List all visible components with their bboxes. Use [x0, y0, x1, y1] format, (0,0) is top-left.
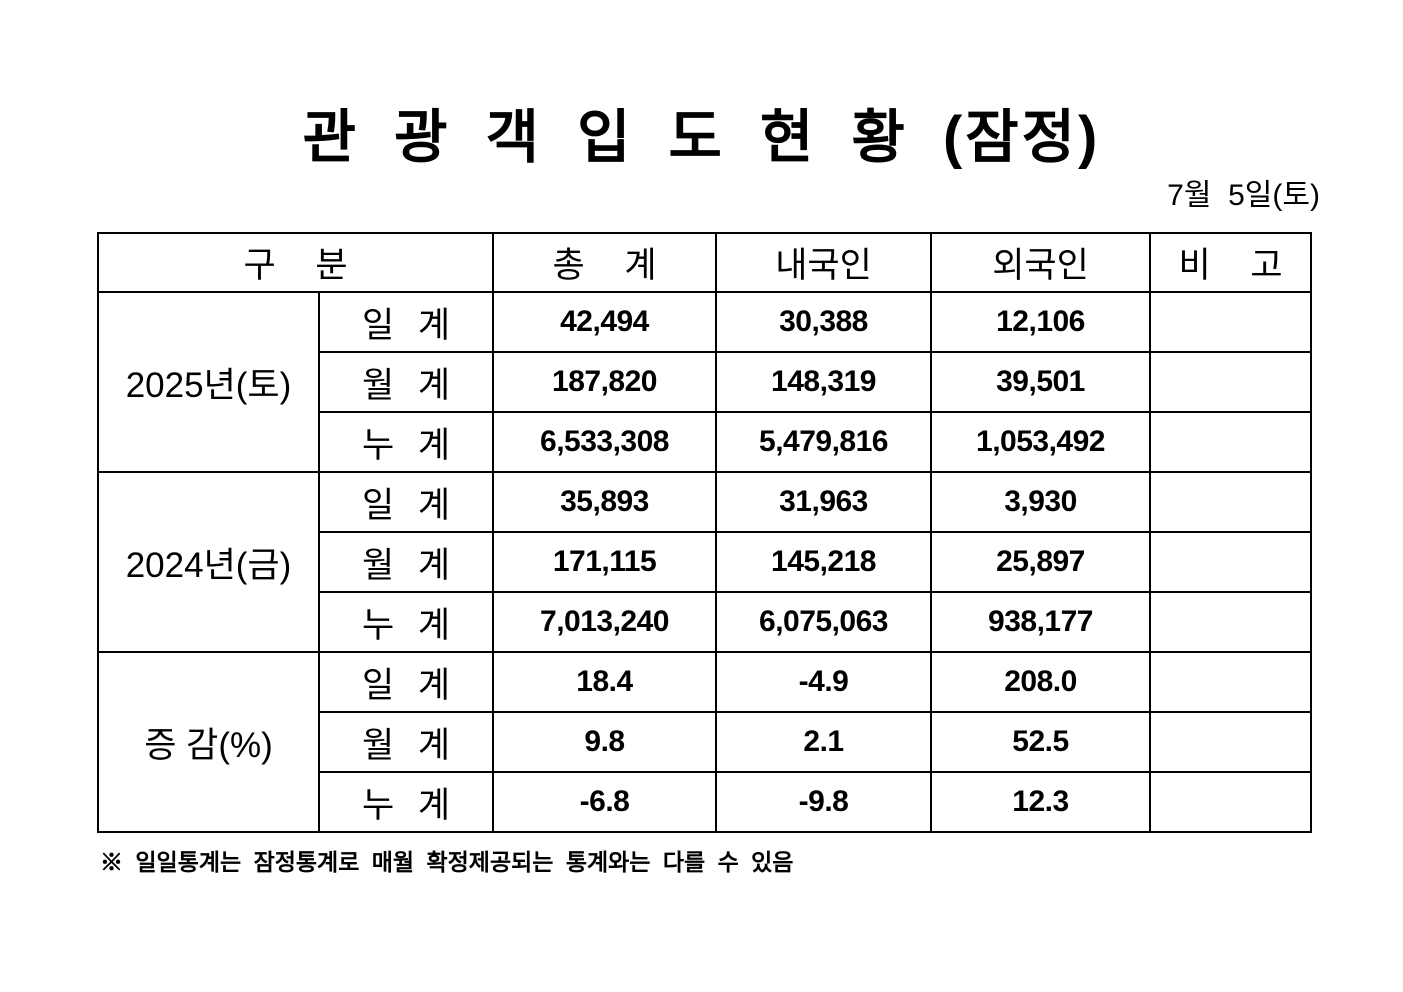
table-header-row: 구 분 총 계 내국인 외국인 비 고 [97, 232, 1312, 293]
row-label: 일 계 [318, 291, 494, 353]
value-total: 35,893 [492, 471, 717, 533]
value-total: 42,494 [492, 291, 717, 353]
header-note: 비 고 [1149, 232, 1312, 293]
value-domestic: 31,963 [715, 471, 932, 533]
row-label: 월 계 [318, 531, 494, 593]
row-label: 월 계 [318, 711, 494, 773]
value-foreign: 208.0 [930, 651, 1151, 713]
value-foreign: 12.3 [930, 771, 1151, 833]
value-domestic: 30,388 [715, 291, 932, 353]
table-row: 월 계 9.8 2.1 52.5 [98, 711, 1312, 773]
table-row: 2025년(토) 일 계 42,494 30,388 12,106 [97, 291, 1312, 473]
table-row: 누 계 7,013,240 6,075,063 938,177 [98, 591, 1312, 653]
value-total: 7,013,240 [492, 591, 717, 653]
value-domestic: 148,319 [715, 351, 932, 413]
value-foreign: 52.5 [930, 711, 1151, 773]
value-domestic: 5,479,816 [715, 411, 932, 473]
value-total: 171,115 [492, 531, 717, 593]
row-label: 누 계 [318, 771, 494, 833]
row-label: 누 계 [318, 591, 494, 653]
row-label: 일 계 [318, 471, 494, 533]
value-note [1149, 651, 1312, 713]
value-note [1149, 591, 1312, 653]
value-note [1149, 471, 1312, 533]
value-note [1149, 291, 1312, 353]
report-date: 7월 5일(토) [1167, 179, 1320, 212]
header-foreign: 외국인 [930, 232, 1151, 293]
value-domestic: 145,218 [715, 531, 932, 593]
table-row: 월 계 187,820 148,319 39,501 [98, 351, 1312, 413]
value-note [1149, 711, 1312, 773]
value-foreign: 938,177 [930, 591, 1151, 653]
value-domestic: 6,075,063 [715, 591, 932, 653]
table-row: 누 계 6,533,308 5,479,816 1,053,492 [98, 411, 1312, 473]
header-total: 총 계 [492, 232, 717, 293]
value-total: 9.8 [492, 711, 717, 773]
header-gubun: 구 분 [97, 232, 494, 293]
table-row: 증 감(%) 일 계 18.4 -4.9 208.0 [97, 651, 1312, 833]
value-domestic: -4.9 [715, 651, 932, 713]
page-title: 관 광 객 입 도 현 황 (잠정) [302, 105, 1101, 170]
value-total: 18.4 [492, 651, 717, 713]
value-total: 6,533,308 [492, 411, 717, 473]
year-label-2024: 2024년(금) [97, 471, 320, 653]
value-note [1149, 351, 1312, 413]
tourist-arrival-table: 구 분 총 계 내국인 외국인 비 고 2025년(토) 일 계 42,494 … [97, 232, 1312, 833]
value-domestic: -9.8 [715, 771, 932, 833]
value-foreign: 1,053,492 [930, 411, 1151, 473]
year-label-2025: 2025년(토) [97, 291, 320, 473]
value-foreign: 25,897 [930, 531, 1151, 593]
value-total: -6.8 [492, 771, 717, 833]
row-label: 누 계 [318, 411, 494, 473]
table-row: 2024년(금) 일 계 35,893 31,963 3,930 [97, 471, 1312, 653]
value-foreign: 12,106 [930, 291, 1151, 353]
footnote: ※ 일일통계는 잠정통계로 매월 확정제공되는 통계와는 다를 수 있음 [100, 849, 794, 875]
value-note [1149, 531, 1312, 593]
change-rate-label: 증 감(%) [97, 651, 320, 833]
value-total: 187,820 [492, 351, 717, 413]
value-domestic: 2.1 [715, 711, 932, 773]
table-row: 월 계 171,115 145,218 25,897 [98, 531, 1312, 593]
value-note [1149, 771, 1312, 833]
value-foreign: 39,501 [930, 351, 1151, 413]
value-foreign: 3,930 [930, 471, 1151, 533]
row-label: 일 계 [318, 651, 494, 713]
row-label: 월 계 [318, 351, 494, 413]
value-note [1149, 411, 1312, 473]
header-domestic: 내국인 [715, 232, 932, 293]
table-row: 누 계 -6.8 -9.8 12.3 [98, 771, 1312, 833]
